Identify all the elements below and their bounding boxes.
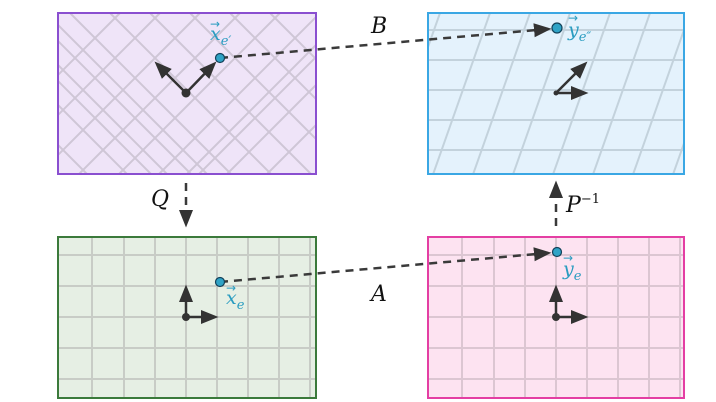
point-y-e-dprime <box>551 22 563 34</box>
panel-bottom-right <box>427 236 685 399</box>
svg-text:→: → <box>226 281 236 295</box>
basis-arrows <box>154 61 217 94</box>
vector-label-y-e-dprime: ye″ → <box>567 11 591 45</box>
basis-arrows <box>555 61 589 100</box>
panel-top-right <box>427 12 685 175</box>
point-x-e <box>214 276 226 288</box>
origin-point <box>182 313 190 321</box>
origin-point <box>553 90 559 96</box>
diagonal-grid <box>58 13 316 174</box>
panel-top-left <box>57 12 317 175</box>
map-label-top: B <box>370 14 387 39</box>
svg-text:ye″: ye″ <box>567 19 591 45</box>
svg-text:→: → <box>210 17 220 31</box>
map-label-right: P−1 <box>565 192 600 218</box>
svg-text:xe′: xe′ <box>210 23 231 49</box>
svg-text:xe: xe <box>226 287 245 313</box>
basis-arrows <box>179 284 219 324</box>
svg-text:→: → <box>568 11 578 25</box>
origin-point <box>181 88 191 98</box>
vector-label-x-e: xe → <box>226 281 245 313</box>
vector-label-y-e: ye → <box>562 251 582 284</box>
origin-point <box>552 313 560 321</box>
vector-label-x-e-prime: xe′ → <box>210 17 231 49</box>
svg-text:→: → <box>563 251 573 265</box>
map-label-bottom: A <box>369 282 387 307</box>
map-label-left: Q <box>151 187 169 212</box>
point-y-e <box>551 246 563 258</box>
basis-arrows <box>549 284 589 324</box>
panel-bottom-left <box>57 236 317 399</box>
point-x-e-prime <box>214 52 226 64</box>
svg-text:ye: ye <box>562 258 582 284</box>
